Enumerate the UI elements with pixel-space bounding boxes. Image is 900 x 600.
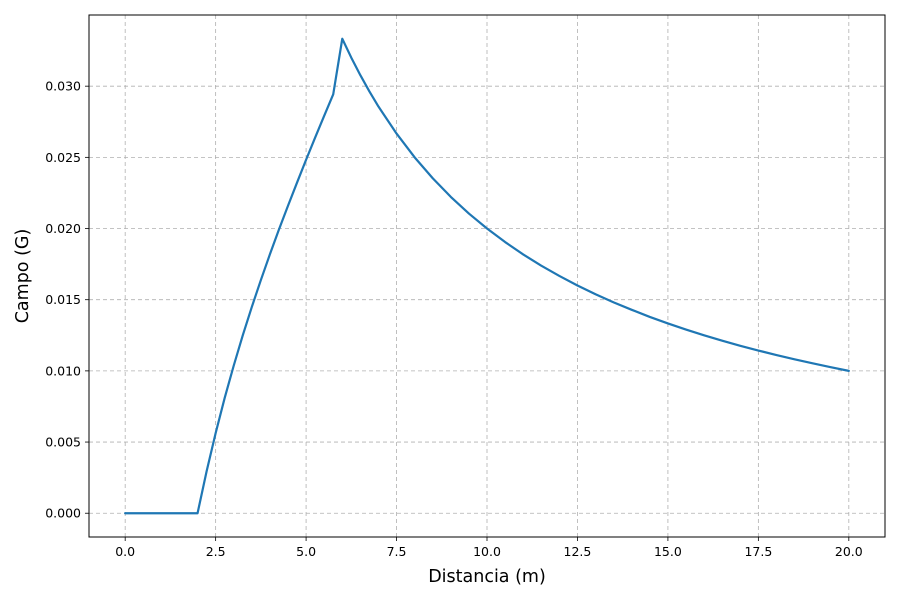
x-tick-label: 10.0 [473, 544, 501, 559]
y-tick-label: 0.000 [45, 506, 81, 521]
x-axis: 0.0 2.5 5.0 7.5 10.0 12.5 15.0 17.5 20.0 [115, 537, 863, 559]
x-axis-label: Distancia (m) [428, 567, 546, 587]
series-line [124, 37, 850, 515]
x-tick-label: 15.0 [654, 544, 682, 559]
y-axis: 0.000 0.005 0.010 0.015 0.020 0.025 0.030 [45, 79, 89, 521]
y-tick-label: 0.015 [45, 292, 81, 307]
y-tick-label: 0.010 [45, 363, 81, 378]
x-tick-label: 2.5 [206, 544, 226, 559]
x-tick-label: 20.0 [835, 544, 863, 559]
y-tick-label: 0.030 [45, 79, 81, 94]
y-tick-label: 0.025 [45, 150, 81, 165]
y-tick-label: 0.005 [45, 435, 81, 450]
grid [89, 15, 885, 537]
y-axis-label: Campo (G) [13, 229, 33, 324]
y-tick-label: 0.020 [45, 221, 81, 236]
x-tick-label: 17.5 [744, 544, 772, 559]
series-layer [124, 37, 850, 515]
x-tick-label: 0.0 [115, 544, 135, 559]
x-tick-label: 5.0 [296, 544, 316, 559]
x-tick-label: 12.5 [564, 544, 592, 559]
x-tick-label: 7.5 [387, 544, 407, 559]
